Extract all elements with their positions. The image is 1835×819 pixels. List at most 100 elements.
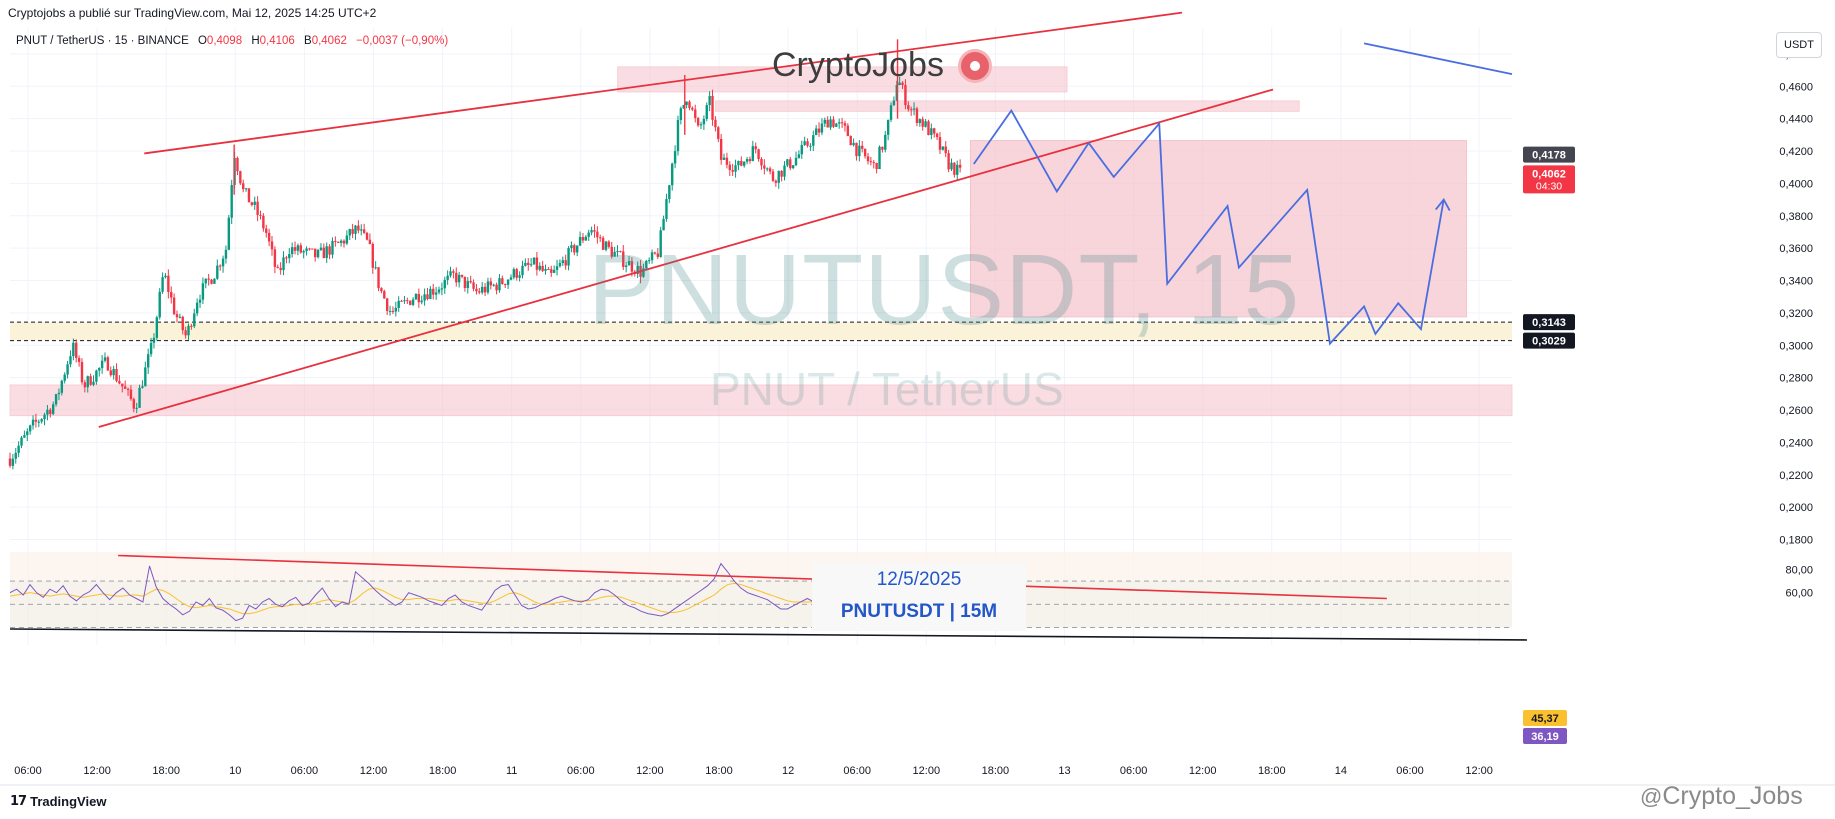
candle <box>768 166 772 175</box>
candle <box>552 265 556 274</box>
candle-body <box>37 421 40 423</box>
zone-demand <box>9 384 1513 417</box>
rsi-ma-line <box>9 582 961 615</box>
candle <box>37 419 40 428</box>
candle-body <box>348 229 351 236</box>
candle <box>469 275 472 284</box>
candle-body <box>590 230 593 233</box>
candle-body <box>958 164 962 168</box>
candle <box>57 388 61 401</box>
candle-body <box>8 458 12 466</box>
candle-body <box>823 119 827 124</box>
candle-body <box>731 169 734 172</box>
candle <box>858 140 861 162</box>
candle-body <box>46 409 49 415</box>
candle <box>221 255 225 273</box>
description-watermark: PNUT / TetherUS <box>710 363 1064 415</box>
candle <box>596 226 599 244</box>
candle-body <box>599 237 602 239</box>
candle-body <box>840 122 844 124</box>
candle <box>647 257 651 264</box>
zone-target <box>969 140 1467 318</box>
candle <box>958 159 962 173</box>
candle-body <box>63 374 66 381</box>
candle <box>619 250 622 253</box>
candle <box>884 130 887 153</box>
candle-body <box>446 275 449 280</box>
candle <box>135 402 138 414</box>
candle <box>374 261 377 270</box>
candle-body <box>647 260 651 262</box>
candle <box>892 96 896 106</box>
candle-body <box>313 248 317 258</box>
candle-body <box>296 245 300 251</box>
candle <box>535 252 539 276</box>
candle-body <box>357 225 360 231</box>
candle-body <box>129 389 133 400</box>
candle-body <box>705 105 708 119</box>
candle-body <box>567 248 570 266</box>
candle <box>351 223 354 239</box>
spacer <box>10 630 1527 641</box>
candle <box>265 224 268 238</box>
candle-body <box>75 342 78 358</box>
candle-body <box>253 201 256 205</box>
candle-body <box>365 232 369 240</box>
candle <box>800 140 803 160</box>
candle-body <box>147 354 150 368</box>
candle-body <box>737 160 740 166</box>
time-tick-label: 06:00 <box>14 765 42 777</box>
candle-body <box>360 229 363 231</box>
candle <box>8 452 12 468</box>
candle-body <box>262 215 265 229</box>
tradingview-logo[interactable]: 𝟭𝟳 TradingView <box>10 793 106 809</box>
candle-body <box>907 105 910 110</box>
candle <box>178 313 182 319</box>
candle-body <box>685 101 688 105</box>
candle-body <box>98 368 101 371</box>
candle <box>527 258 530 271</box>
candle-body <box>688 101 691 108</box>
countdown-text: 04:30 <box>1536 180 1562 192</box>
candle <box>835 122 838 127</box>
candle <box>360 224 363 236</box>
candle-body <box>483 286 487 293</box>
candle-body <box>276 266 279 268</box>
price-tick-label: 0,3000 <box>1779 340 1813 352</box>
spacer <box>10 630 1527 641</box>
target-icon <box>957 48 992 83</box>
candle <box>587 229 590 241</box>
candle-body <box>622 251 625 267</box>
candle <box>270 236 274 256</box>
candle-body <box>751 146 755 161</box>
candle <box>434 286 438 300</box>
currency-button[interactable]: USDT <box>1776 32 1822 58</box>
candle-body <box>912 108 916 110</box>
candle <box>152 333 156 349</box>
candle <box>740 156 743 167</box>
symbol-name[interactable]: PNUT / TetherUS · 15 · BINANCE <box>16 35 189 47</box>
time-tick-label: 10 <box>229 765 241 777</box>
candle-body <box>322 247 326 259</box>
candle-body <box>578 237 582 246</box>
candle <box>725 152 729 169</box>
candle <box>512 267 516 280</box>
candle-body <box>518 275 521 278</box>
candle-body <box>28 425 32 432</box>
candle <box>388 305 392 316</box>
candle <box>187 323 190 341</box>
candle-body <box>624 265 628 267</box>
price-tag-text: 0,4178 <box>1532 150 1566 162</box>
candle-body <box>789 159 792 169</box>
candle <box>394 301 398 317</box>
candle <box>817 122 821 137</box>
candle <box>201 277 205 305</box>
candle <box>411 297 415 307</box>
candle-body <box>691 107 694 110</box>
candle <box>466 277 469 294</box>
candle <box>437 286 441 295</box>
spacer <box>10 630 1527 641</box>
candle-body <box>852 142 855 146</box>
time-tick-label: 18:00 <box>982 765 1010 777</box>
